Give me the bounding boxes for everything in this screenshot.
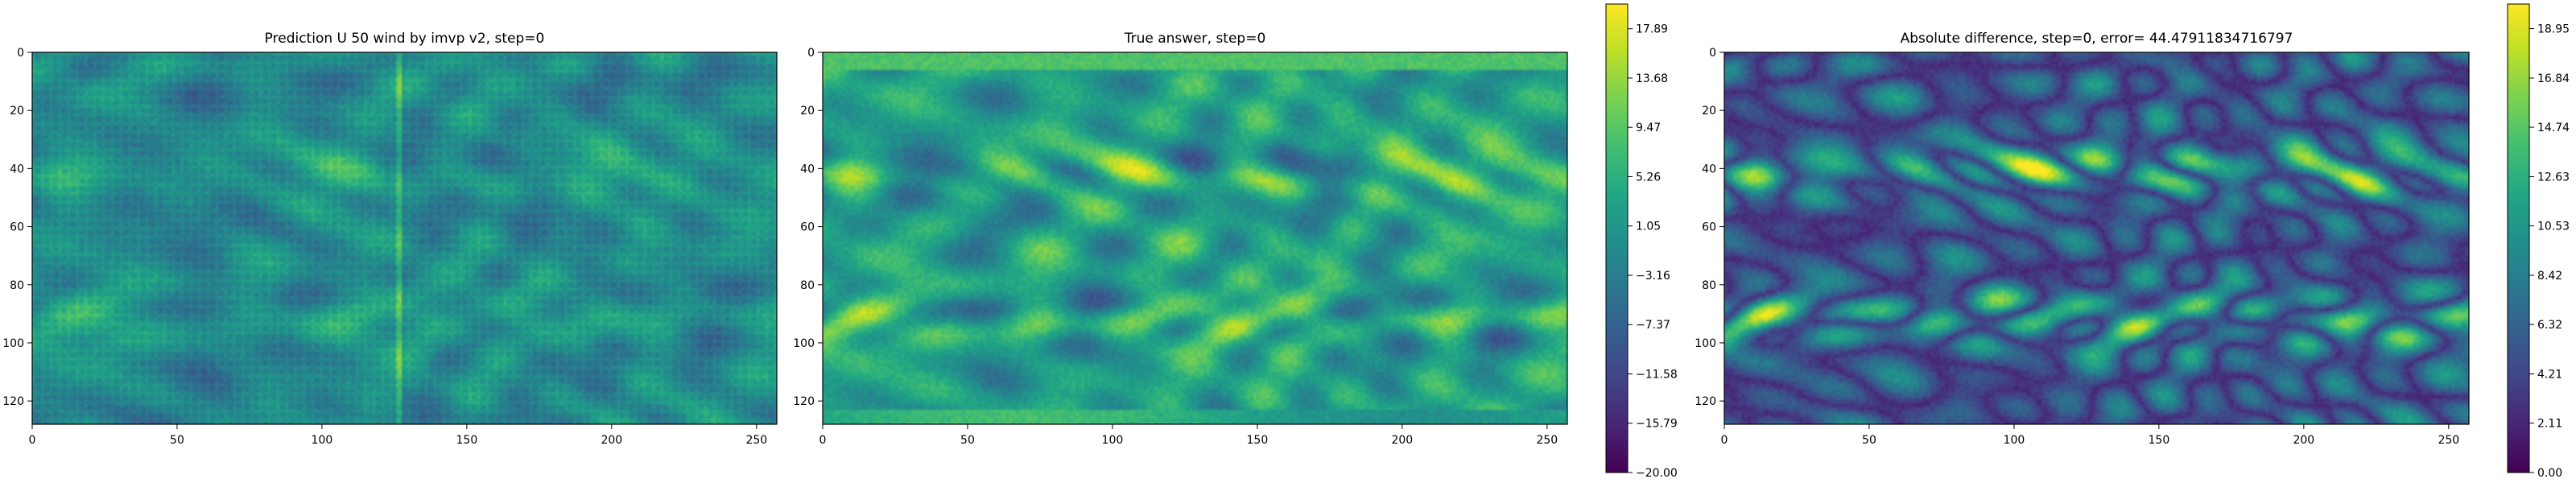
y-tick-label: 100 xyxy=(793,337,815,350)
x-tick-label: 200 xyxy=(1391,434,1413,447)
axes-frame xyxy=(31,52,778,425)
x-tick-label: 250 xyxy=(1536,434,1558,447)
x-tick-label: 250 xyxy=(2438,434,2459,447)
y-tick-label: 80 xyxy=(10,279,24,292)
colorbar-gradient xyxy=(1605,3,1629,473)
panel-title: True answer, step=0 xyxy=(1124,31,1266,47)
y-tick-label: 60 xyxy=(1702,221,1716,234)
y-tick-label: 20 xyxy=(800,105,815,118)
colorbar-2: 17.89 13.68 9.47 5.26 1.05 −3.16 −7.37 −11.58 −1… xyxy=(1605,3,1678,480)
x-tick-label: 150 xyxy=(2149,434,2170,447)
x-tick-label: 50 xyxy=(960,434,975,447)
colorbar-tick-label: −15.79 xyxy=(1636,418,1678,431)
x-tick-label: 100 xyxy=(2004,434,2025,447)
x-tick-label: 0 xyxy=(1721,434,1728,447)
heatmap-panel-1: Prediction U 50 wind by imvp v2, step=0 0… xyxy=(2,31,778,447)
axes-frame xyxy=(1724,52,2470,425)
y-tick-label: 20 xyxy=(10,105,24,118)
y-tick-label: 20 xyxy=(1702,105,1716,118)
x-tick-label: 50 xyxy=(170,434,184,447)
colorbar-tick-label: 0.00 xyxy=(2537,467,2562,480)
y-tick-label: 40 xyxy=(800,163,815,175)
colorbar-tick-label: 4.21 xyxy=(2537,368,2562,381)
heatmap-panel-3: Absolute difference, step=0, error= 44.4… xyxy=(1695,31,2470,447)
x-tick-label: 0 xyxy=(29,434,36,447)
axes-frame xyxy=(822,52,1568,425)
heatmap-image xyxy=(1724,52,2469,424)
y-tick-label: 120 xyxy=(2,395,24,408)
colorbar-tick-label: 17.89 xyxy=(1636,23,1668,36)
y-tick-label: 60 xyxy=(10,221,24,234)
colorbar-tick-label: 8.42 xyxy=(2537,270,2562,283)
y-tick-label: 0 xyxy=(1709,47,1716,60)
x-tick-label: 150 xyxy=(1247,434,1269,447)
x-tick-label: 200 xyxy=(2293,434,2314,447)
colorbar-tick-label: 10.53 xyxy=(2537,221,2570,233)
colorbar-tick-label: −11.58 xyxy=(1636,368,1678,381)
heatmap-image xyxy=(823,52,1567,424)
x-tick-label: 0 xyxy=(819,434,827,447)
y-tick-label: 0 xyxy=(17,47,24,60)
colorbar-tick-label: 6.32 xyxy=(2537,319,2562,332)
heatmap-image xyxy=(32,52,777,424)
colorbar-3: 18.95 16.84 14.74 12.63 10.53 8.42 6.32 4.21 2.1… xyxy=(2507,3,2570,480)
heatmap-panel-2: True answer, step=0 0 50 100 150 200 250 0 20 40 6… xyxy=(793,31,1568,447)
colorbar-tick-label: −3.16 xyxy=(1636,270,1670,283)
colorbar-gradient xyxy=(2507,3,2530,473)
y-tick-label: 120 xyxy=(1695,395,1716,408)
colorbar-tick-label: 14.74 xyxy=(2537,122,2570,134)
y-tick-label: 120 xyxy=(793,395,815,408)
colorbar-tick-label: 5.26 xyxy=(1636,171,1661,184)
x-tick-label: 250 xyxy=(745,434,767,447)
colorbar-tick-label: 18.95 xyxy=(2537,23,2570,36)
y-tick-label: 80 xyxy=(800,279,815,292)
y-tick-label: 40 xyxy=(10,163,24,175)
y-tick-label: 60 xyxy=(800,221,815,234)
colorbar-tick-label: 12.63 xyxy=(2537,171,2570,184)
panel-title: Prediction U 50 wind by imvp v2, step=0 xyxy=(265,31,545,47)
y-tick-label: 40 xyxy=(1702,163,1716,175)
colorbar-tick-label: 9.47 xyxy=(1636,122,1661,134)
y-tick-label: 80 xyxy=(1702,279,1716,292)
colorbar-tick-label: −7.37 xyxy=(1636,319,1670,332)
y-tick-label: 100 xyxy=(2,337,24,350)
x-tick-label: 200 xyxy=(601,434,622,447)
y-tick-label: 0 xyxy=(807,47,815,60)
colorbar-tick-label: 13.68 xyxy=(1636,72,1668,85)
x-tick-label: 100 xyxy=(312,434,333,447)
colorbar-tick-label: 1.05 xyxy=(1636,221,1661,233)
x-tick-label: 50 xyxy=(1862,434,1876,447)
panel-title: Absolute difference, step=0, error= 44.4… xyxy=(1901,31,2293,47)
x-tick-label: 100 xyxy=(1102,434,1124,447)
y-tick-label: 100 xyxy=(1695,337,1716,350)
colorbar-tick-label: −20.00 xyxy=(1636,467,1678,480)
x-tick-label: 150 xyxy=(456,434,478,447)
colorbar-tick-label: 16.84 xyxy=(2537,72,2570,85)
colorbar-tick-label: 2.11 xyxy=(2537,418,2562,431)
